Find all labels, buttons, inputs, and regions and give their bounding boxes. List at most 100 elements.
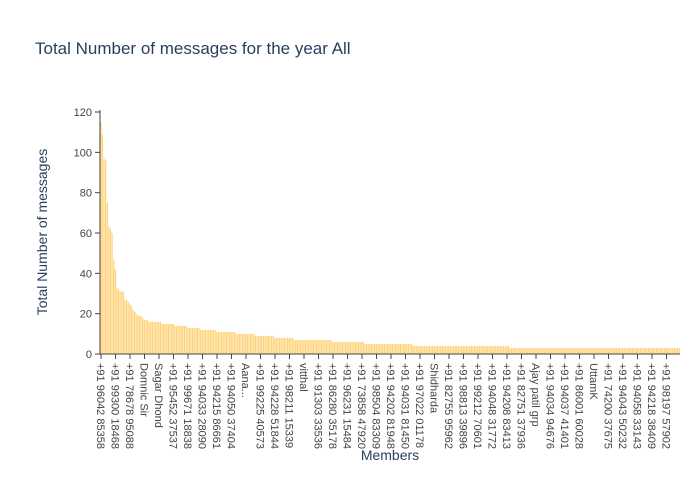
bar: [180, 325, 183, 355]
bar: [256, 335, 259, 355]
bar: [248, 333, 250, 355]
bar: [579, 347, 582, 355]
x-tick-label: +91 78678 95088: [123, 363, 135, 449]
bar: [533, 347, 536, 355]
x-tick-label: +91 82751 37936: [515, 363, 527, 449]
bar: [359, 341, 362, 355]
bar: [341, 341, 344, 355]
bar: [389, 343, 392, 355]
bar: [605, 347, 608, 355]
bar: [431, 345, 434, 355]
bar: [670, 347, 673, 355]
bar: [185, 325, 188, 355]
bar: [196, 327, 199, 355]
bar: [438, 345, 441, 355]
bar: [571, 347, 574, 355]
bar: [515, 347, 518, 355]
bar: [267, 335, 270, 355]
x-tick-label: +91 94228 51844: [268, 363, 280, 449]
bar: [306, 339, 308, 355]
bar: [304, 339, 307, 355]
bar: [662, 347, 665, 355]
bar: [128, 303, 131, 355]
bar: [423, 345, 426, 355]
bar: [199, 329, 202, 355]
x-tick-label: +91 82755 95962: [442, 363, 454, 449]
bar: [111, 232, 114, 355]
bar: [597, 347, 600, 355]
bar: [478, 345, 481, 355]
bar: [122, 291, 125, 355]
bar: [470, 345, 473, 355]
bar: [317, 339, 320, 355]
bar: [634, 347, 637, 355]
bar: [318, 339, 321, 355]
bar: [434, 345, 437, 355]
bar: [394, 343, 397, 355]
bar: [586, 347, 589, 355]
bar: [528, 347, 531, 355]
x-tick-label: UttamK: [587, 363, 599, 400]
bar: [151, 321, 154, 355]
bar: [460, 345, 463, 355]
bars: [99, 121, 681, 355]
x-tick-label: +91 94058 33143: [631, 363, 643, 449]
x-tick-label: +91 99212 70601: [471, 363, 483, 449]
bar: [207, 329, 210, 355]
bar: [641, 347, 644, 355]
bar: [428, 345, 431, 355]
bar: [610, 347, 613, 355]
bar: [581, 347, 584, 355]
bar: [510, 347, 513, 355]
x-tick-label: +91 94218 38409: [645, 363, 657, 449]
bar: [425, 345, 428, 355]
bar: [315, 339, 318, 355]
bar: [117, 289, 120, 355]
bar: [354, 341, 357, 355]
bar: [518, 347, 521, 355]
bar: [491, 345, 494, 355]
bar: [233, 331, 236, 355]
bar: [381, 343, 384, 355]
y-axis-title: Total Number of messages: [34, 149, 50, 316]
bar: [165, 323, 168, 355]
bar: [526, 347, 529, 355]
bar: [521, 347, 524, 355]
bar: [347, 341, 350, 355]
bar: [584, 347, 587, 355]
bar: [214, 329, 217, 355]
bar: [339, 341, 342, 355]
x-tick-label: +91 94037 41401: [558, 363, 570, 449]
bar: [578, 347, 581, 355]
bar: [314, 339, 317, 355]
bar: [497, 345, 500, 355]
bar: [663, 347, 666, 355]
bar: [570, 347, 573, 355]
x-tick-label: +91 73858 47920: [355, 363, 367, 449]
x-tick-label: +91 98504 83309: [370, 363, 382, 449]
bar: [499, 345, 502, 355]
bar: [225, 331, 228, 355]
bar: [228, 331, 231, 355]
bar: [291, 337, 294, 355]
bar: [183, 325, 186, 355]
bar: [277, 337, 279, 355]
x-tick-label: +91 96042 85358: [94, 363, 106, 449]
bar: [153, 321, 155, 355]
bar: [286, 337, 289, 355]
bar: [360, 341, 363, 355]
bar: [357, 341, 360, 355]
x-tick-label: +91 98813 39896: [457, 363, 469, 449]
bar: [259, 335, 262, 355]
bar: [436, 345, 439, 355]
bar: [380, 343, 383, 355]
bar: [148, 321, 151, 355]
bar: [628, 347, 631, 355]
bar: [573, 347, 576, 355]
bar: [288, 337, 291, 355]
x-tick-label: +91 86280 35178: [326, 363, 338, 449]
bar: [397, 343, 400, 355]
bar: [325, 339, 328, 355]
bar: [496, 345, 499, 355]
bar: [559, 347, 561, 355]
